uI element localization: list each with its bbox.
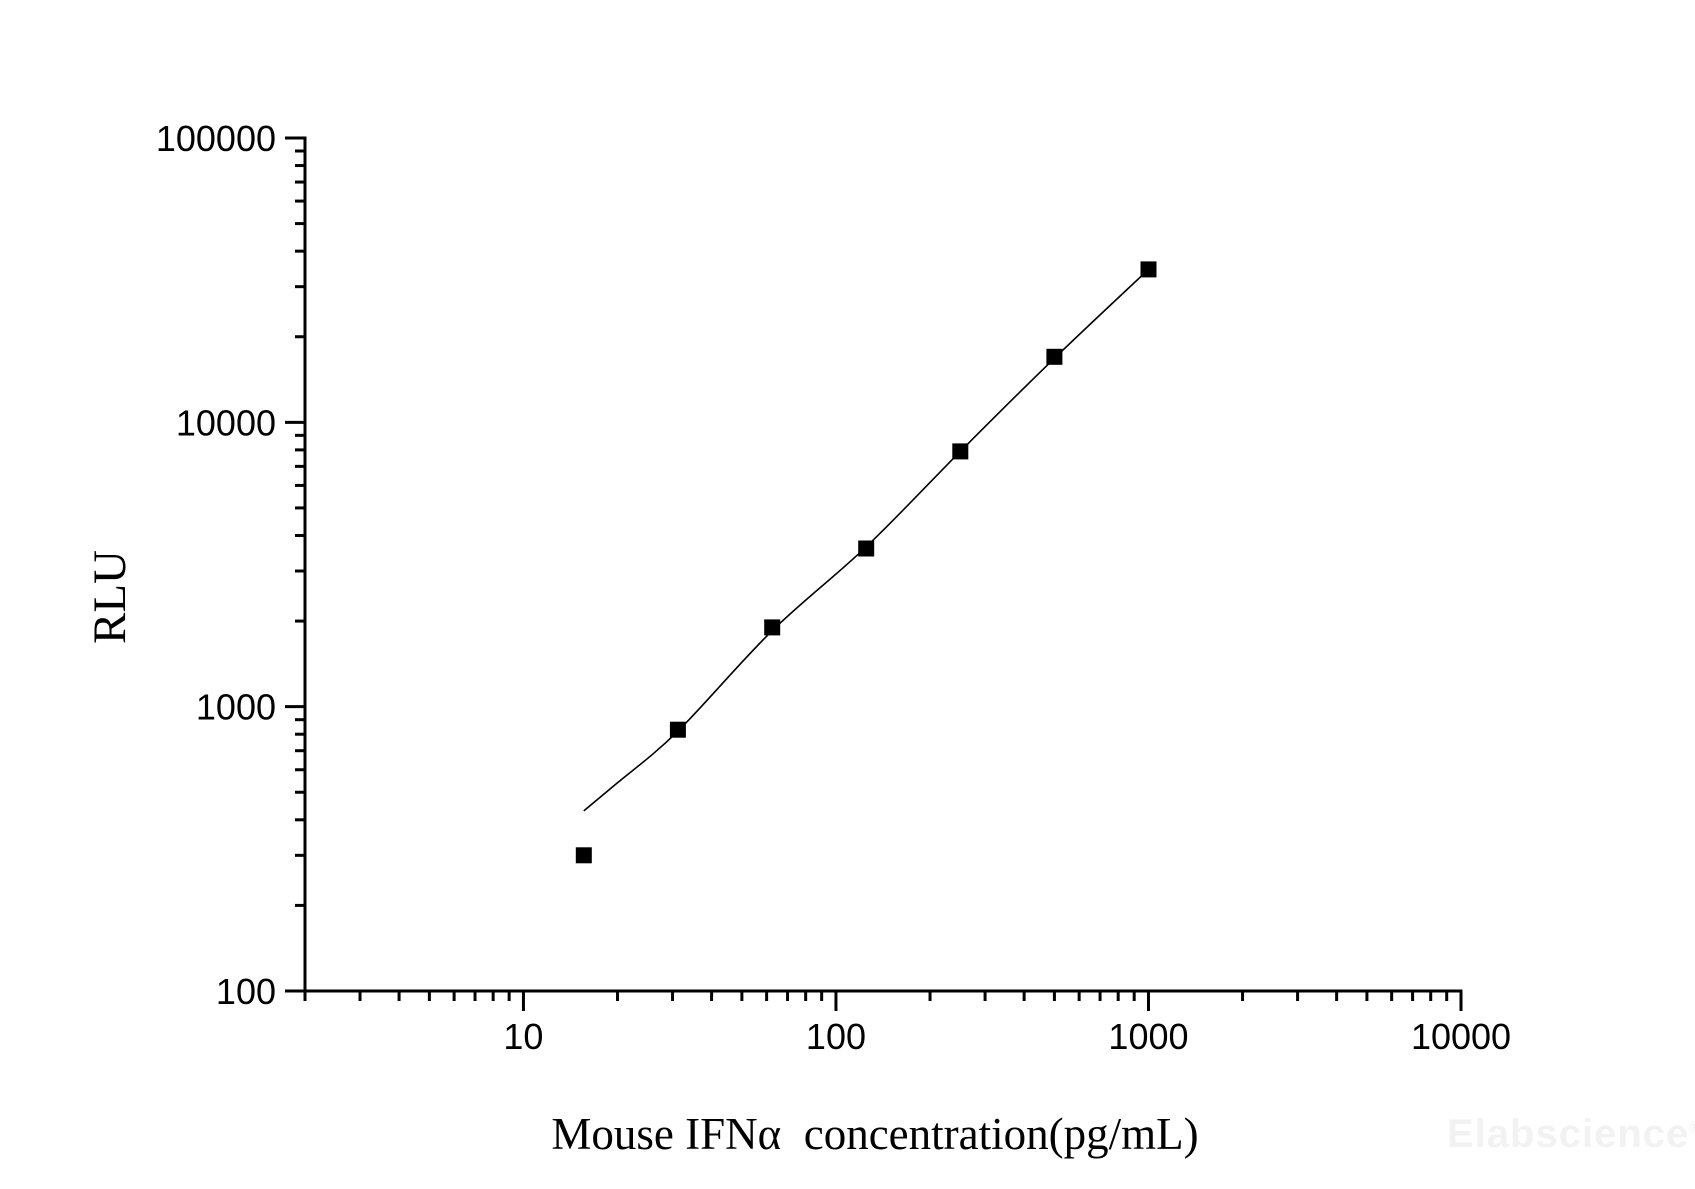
registered-trademark-icon: ® <box>1689 1120 1695 1137</box>
y-axis-title: RLU <box>84 550 136 644</box>
x-axis-tick-labels: 10 100 1000 10000 <box>503 1016 1511 1057</box>
y-tick-label: 10000 <box>176 402 276 443</box>
data-points <box>575 261 1157 864</box>
data-point-marker <box>669 721 686 738</box>
x-axis-ticks <box>303 991 1463 1011</box>
x-axis-title: Mouse IFNα concentration(pg/mL) <box>551 1109 1199 1159</box>
y-tick-label: 100 <box>216 971 276 1012</box>
data-point-marker <box>1140 261 1157 278</box>
data-point-marker <box>858 540 875 557</box>
y-axis-tick-labels: 100 1000 10000 100000 <box>156 118 276 1012</box>
watermark: Elabscience® <box>1447 1112 1695 1157</box>
x-tick-label: 10 <box>503 1016 543 1057</box>
data-point-marker <box>952 443 969 460</box>
data-point-marker <box>1046 348 1063 365</box>
data-point-marker <box>764 619 781 636</box>
y-axis-ticks <box>285 136 305 993</box>
x-tick-label: 1000 <box>1108 1016 1188 1057</box>
fit-curve <box>583 268 1150 812</box>
y-tick-label: 100000 <box>156 118 276 159</box>
data-point-marker <box>575 847 592 864</box>
x-tick-label: 10000 <box>1411 1016 1511 1057</box>
x-tick-label: 100 <box>806 1016 866 1057</box>
y-tick-label: 1000 <box>196 687 276 728</box>
axes-spines <box>303 136 1463 993</box>
watermark-text: Elabscience <box>1447 1112 1690 1156</box>
